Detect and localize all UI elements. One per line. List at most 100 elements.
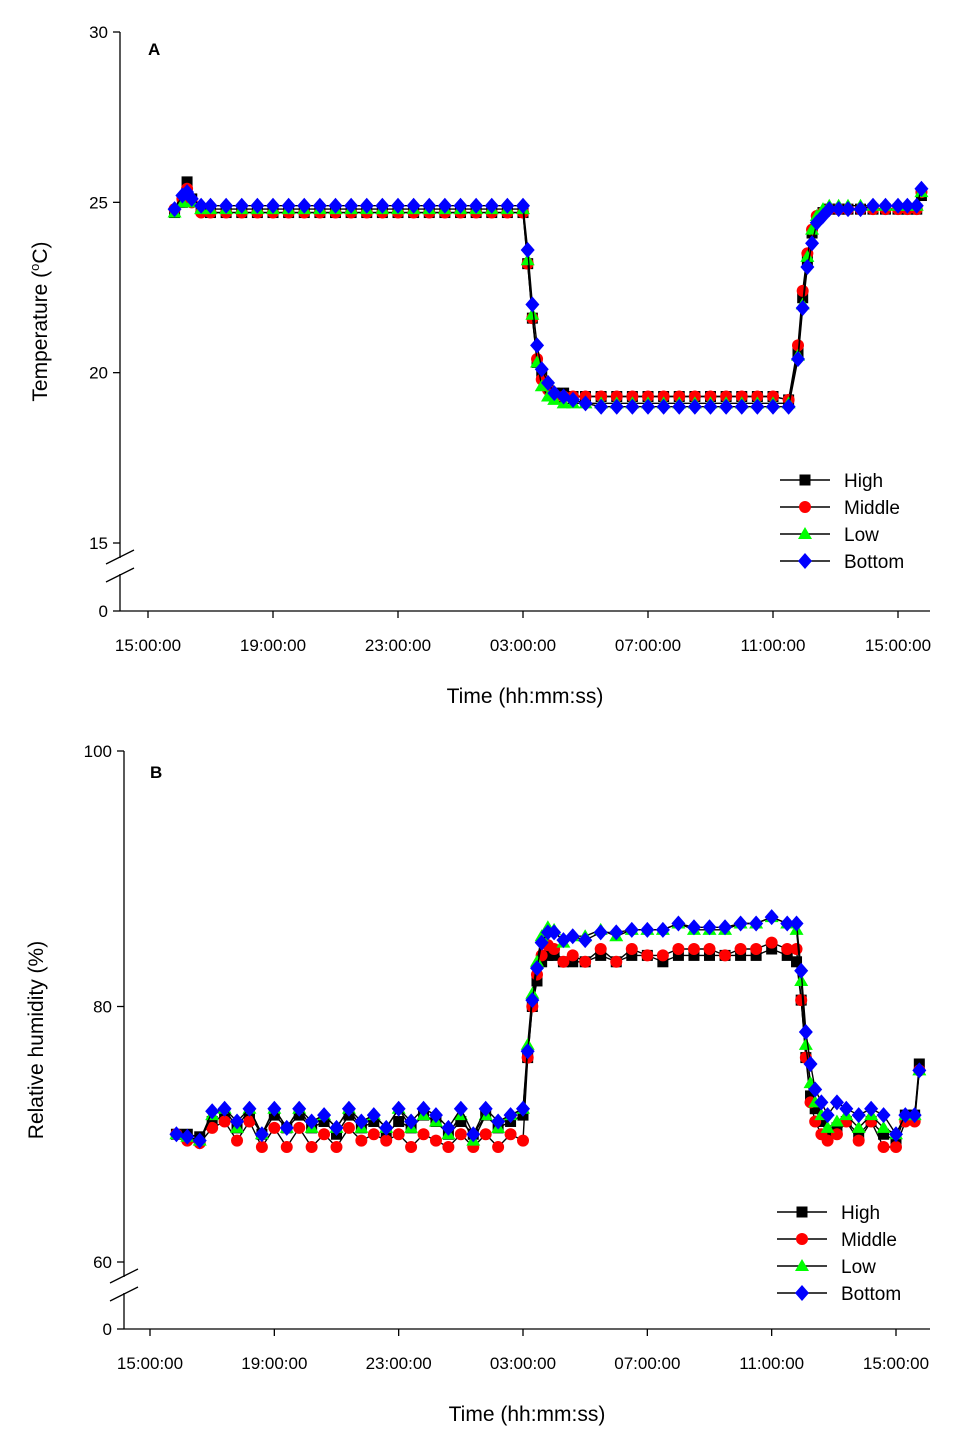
- data-point-bottom: [764, 909, 779, 926]
- data-point-middle: [830, 1128, 843, 1141]
- data-point-bottom: [441, 1119, 456, 1136]
- data-point-bottom: [749, 915, 764, 932]
- data-point-low: [820, 1120, 835, 1133]
- data-point-bottom: [803, 1055, 818, 1072]
- data-point-middle: [442, 1141, 455, 1154]
- data-point-bottom: [534, 934, 549, 951]
- data-point-bottom: [578, 395, 593, 412]
- y-tick-label: 20: [89, 364, 108, 383]
- data-point-low: [829, 1114, 844, 1127]
- data-point-bottom: [853, 201, 868, 218]
- data-point-bottom: [878, 197, 893, 214]
- data-point-middle: [342, 1121, 355, 1134]
- data-point-middle: [231, 1134, 244, 1147]
- data-point-bottom: [800, 259, 815, 276]
- data-point-high: [766, 943, 778, 955]
- data-point-bottom: [671, 915, 686, 932]
- data-point-bottom: [469, 197, 484, 214]
- y-axis-title-main: Temperature (: [29, 271, 52, 402]
- data-point-bottom: [530, 337, 545, 354]
- data-point-high: [809, 1103, 821, 1115]
- data-point-high: [672, 949, 684, 961]
- data-point-bottom: [422, 197, 437, 214]
- data-point-bottom: [167, 201, 182, 218]
- y-tick-label: 30: [89, 23, 108, 42]
- data-point-bottom: [866, 197, 880, 214]
- legend-marker-middle: [796, 1233, 808, 1245]
- data-point-middle: [392, 1128, 405, 1141]
- legend-label-bottom: Bottom: [841, 1284, 901, 1305]
- y-axis-title-tail: C): [29, 241, 52, 263]
- data-point-bottom: [520, 242, 535, 259]
- x-tick-label: 07:00:00: [615, 636, 681, 655]
- legend-label-bottom: Bottom: [844, 552, 904, 573]
- data-point-bottom: [219, 197, 234, 214]
- y-tick-label: 0: [99, 602, 108, 621]
- series-high: [170, 943, 925, 1147]
- data-point-bottom: [366, 1107, 381, 1124]
- axis-break-mark: [105, 567, 135, 583]
- x-tick-label: 07:00:00: [614, 1354, 680, 1373]
- panel-b: 0 60 80 100 15:00:00 19:00:00 23:00:00 03:00:00…: [25, 742, 930, 1426]
- data-point-middle: [765, 936, 778, 949]
- legend-marker-middle: [799, 501, 811, 513]
- data-point-bottom: [203, 197, 218, 214]
- data-point-middle: [790, 943, 803, 956]
- axis-break-mark: [109, 1268, 139, 1284]
- data-point-bottom: [805, 235, 820, 252]
- data-point-high: [536, 956, 548, 968]
- y-tick-label: 100: [84, 742, 112, 761]
- legend: High Middle Low Bottom: [777, 1203, 901, 1305]
- data-point-bottom: [466, 1126, 481, 1143]
- data-point-bottom: [428, 1107, 443, 1124]
- data-point-bottom: [297, 197, 312, 214]
- series-middle: [170, 936, 926, 1154]
- data-point-middle: [566, 949, 579, 962]
- data-point-bottom: [547, 924, 562, 941]
- x-tick-label: 15:00:00: [117, 1354, 183, 1373]
- data-point-bottom: [534, 361, 549, 378]
- data-point-middle: [330, 1141, 343, 1154]
- data-point-middle: [255, 1141, 268, 1154]
- data-point-bottom: [686, 919, 701, 936]
- x-tick-label: 11:00:00: [739, 1354, 804, 1373]
- data-point-bottom: [281, 197, 296, 214]
- data-point-middle: [517, 1134, 529, 1147]
- legend: High Middle Low Bottom: [780, 471, 904, 573]
- data-point-bottom: [541, 374, 555, 391]
- data-point-high: [181, 176, 193, 188]
- data-point-bottom: [822, 201, 837, 218]
- series-bottom: [169, 909, 927, 1149]
- data-point-bottom: [900, 197, 915, 214]
- data-point-bottom: [909, 197, 924, 214]
- data-point-bottom: [841, 201, 855, 218]
- data-point-bottom: [317, 1107, 332, 1124]
- data-point-bottom: [525, 296, 540, 313]
- data-point-bottom: [656, 398, 671, 415]
- data-point-bottom: [379, 1119, 394, 1136]
- data-point-high: [455, 1115, 467, 1127]
- axis-break-mark: [105, 549, 135, 565]
- data-point-middle: [734, 943, 747, 956]
- data-point-high: [822, 1128, 834, 1140]
- x-tick-label: 23:00:00: [365, 636, 431, 655]
- data-point-bottom: [180, 1128, 195, 1145]
- data-point-bottom: [266, 197, 280, 214]
- data-point-bottom: [889, 1126, 903, 1143]
- data-point-middle: [703, 943, 716, 956]
- data-point-middle: [792, 339, 804, 352]
- data-point-middle: [672, 943, 685, 956]
- data-point-bottom: [341, 1100, 356, 1117]
- x-tick-label: 19:00:00: [241, 1354, 307, 1373]
- y-tick-label: 80: [93, 998, 112, 1017]
- data-point-middle: [405, 1141, 418, 1154]
- data-point-bottom: [404, 1113, 419, 1130]
- data-point-bottom: [831, 201, 846, 218]
- data-point-bottom: [624, 921, 639, 938]
- data-point-bottom: [391, 197, 405, 214]
- data-point-middle: [548, 943, 561, 956]
- data-point-bottom: [234, 197, 249, 214]
- data-point-bottom: [733, 915, 748, 932]
- x-tick-label: 03:00:00: [490, 636, 556, 655]
- data-point-bottom: [230, 1113, 245, 1130]
